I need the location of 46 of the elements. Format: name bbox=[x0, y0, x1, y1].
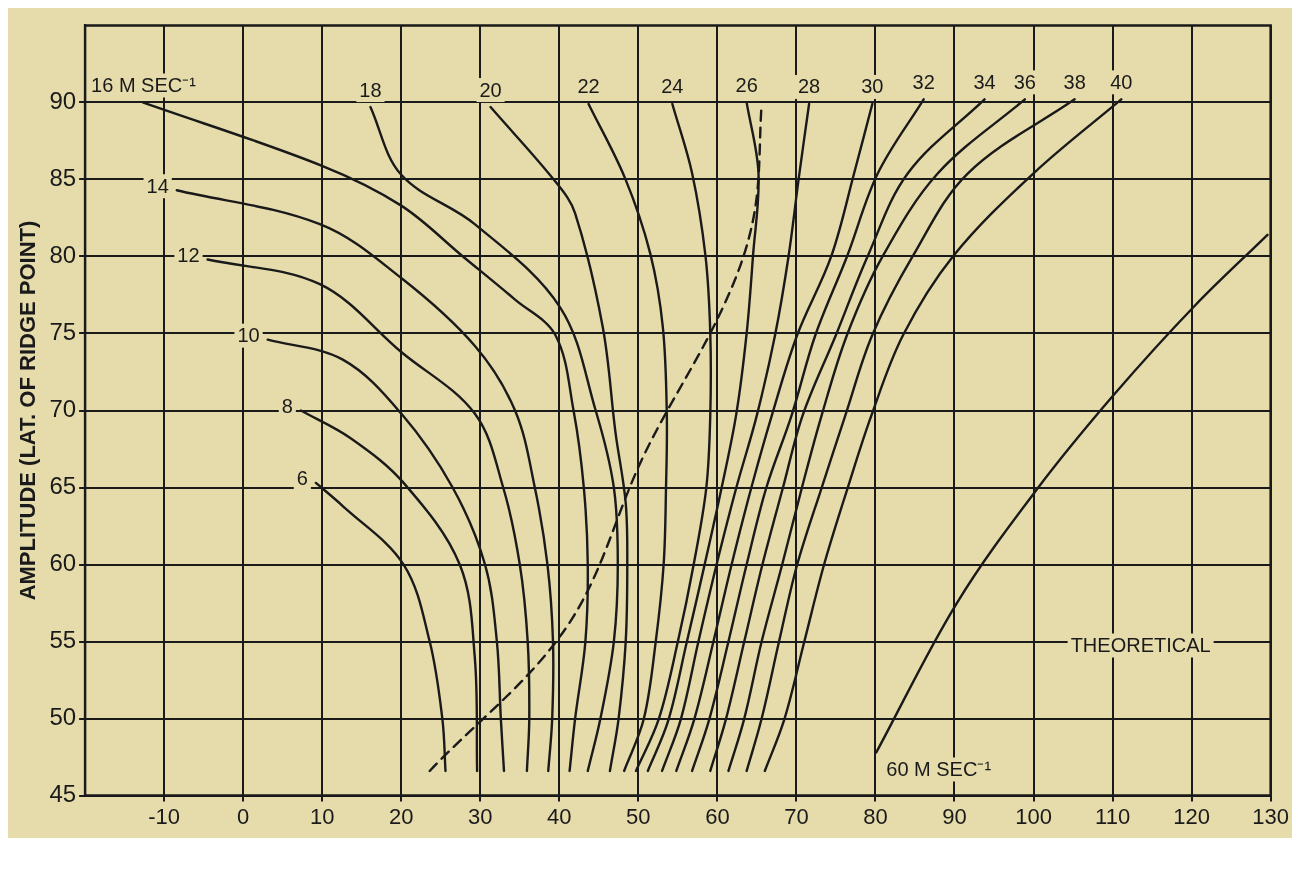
x-tick-label: -10 bbox=[148, 803, 181, 829]
series-label: 32 bbox=[912, 70, 935, 93]
series-label: 26 bbox=[735, 73, 758, 96]
y-axis-title: AMPLITUDE (LAT. OF RIDGE POINT) bbox=[15, 220, 41, 601]
y-tick-label: 50 bbox=[49, 703, 77, 731]
x-tick-label: 70 bbox=[784, 803, 809, 829]
series-label: 14 bbox=[146, 174, 169, 197]
y-tick-label: 70 bbox=[49, 395, 77, 423]
series-label: 10 bbox=[237, 324, 260, 347]
y-tick-label: 85 bbox=[49, 164, 77, 192]
series-label: 6 bbox=[296, 467, 308, 490]
series-label: 18 bbox=[359, 78, 382, 101]
x-tick-label: 50 bbox=[626, 803, 651, 829]
x-tick-label: 100 bbox=[1015, 803, 1052, 829]
x-tick-label: 60 bbox=[705, 803, 730, 829]
series-label: 40 bbox=[1110, 70, 1133, 93]
series-label: 8 bbox=[281, 395, 293, 418]
y-tick-label: 90 bbox=[49, 87, 77, 115]
x-tick-label: 90 bbox=[942, 803, 967, 829]
x-tick-label: 80 bbox=[863, 803, 888, 829]
series-label: 20 bbox=[479, 78, 502, 101]
series-label: 12 bbox=[177, 244, 200, 267]
series-label: 38 bbox=[1063, 70, 1086, 93]
x-tick-label: 110 bbox=[1095, 803, 1131, 829]
series-label: 24 bbox=[661, 75, 684, 98]
x-tick-label: 120 bbox=[1173, 803, 1210, 829]
annotation: THEORETICAL bbox=[1070, 634, 1211, 657]
y-tick-label: 55 bbox=[49, 626, 77, 654]
x-tick-label: 30 bbox=[468, 803, 493, 829]
y-tick-label: 75 bbox=[49, 318, 77, 346]
y-tick-label: 60 bbox=[49, 549, 77, 577]
series-label: 36 bbox=[1013, 70, 1036, 93]
x-tick-label: 0 bbox=[237, 803, 250, 829]
series-label: 22 bbox=[577, 75, 600, 98]
y-tick-label: 65 bbox=[49, 472, 77, 500]
x-tick-label: 20 bbox=[389, 803, 414, 829]
series-label: 28 bbox=[797, 75, 821, 98]
series-label: 34 bbox=[973, 70, 996, 93]
y-tick-label: 45 bbox=[49, 780, 77, 808]
series-label: 60 M SEC⁻¹ bbox=[886, 757, 992, 780]
series-label: 30 bbox=[861, 75, 884, 98]
x-tick-label: 10 bbox=[309, 803, 335, 829]
x-tick-label: 130 bbox=[1252, 803, 1290, 829]
x-tick-label: 40 bbox=[547, 803, 572, 829]
series-label: 16 M SEC⁻¹ bbox=[91, 73, 197, 96]
y-tick-label: 80 bbox=[49, 241, 77, 269]
